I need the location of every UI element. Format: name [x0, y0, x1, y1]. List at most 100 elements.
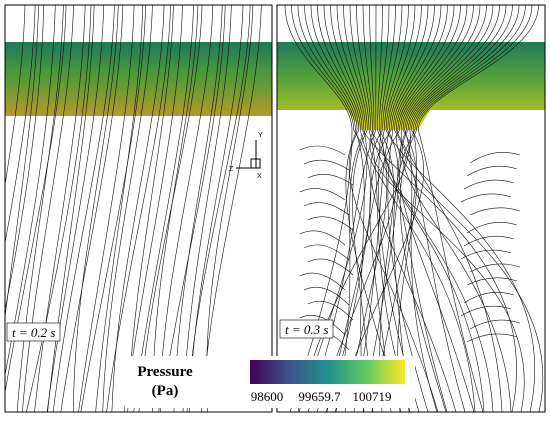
streamline — [46, 5, 105, 412]
streamline — [393, 5, 526, 412]
streamline — [466, 222, 518, 234]
time-label-box — [279, 319, 334, 339]
streamline — [159, 5, 226, 412]
colorbar-tick-label: 98600 — [251, 389, 284, 404]
colorbar-tick-label: 100719 — [353, 389, 392, 404]
colorbar-unit: (Pa) — [152, 383, 179, 399]
time-label-box — [6, 322, 61, 342]
streamline — [317, 5, 476, 412]
axes-triad — [236, 140, 261, 169]
streamline — [344, 5, 388, 412]
streamline — [106, 5, 171, 412]
streamline — [307, 173, 354, 186]
streamline — [299, 230, 346, 246]
streamline — [323, 5, 517, 412]
streamline — [316, 5, 422, 412]
streamline — [284, 5, 353, 412]
streamlines — [5, 5, 262, 412]
streamline — [299, 188, 346, 201]
axis-label: Y — [258, 132, 263, 139]
streamline — [5, 5, 45, 312]
streamline — [325, 5, 468, 412]
flow-band — [5, 42, 272, 116]
axis-label: X — [257, 173, 262, 180]
streamline — [133, 5, 194, 412]
streamline — [369, 5, 525, 412]
streamline — [60, 5, 124, 412]
streamline — [5, 5, 36, 245]
streamline — [34, 5, 86, 412]
streamline — [466, 165, 518, 177]
streamline — [298, 5, 368, 412]
streamline — [307, 258, 354, 276]
colorbar-tick-label: 99659.7 — [298, 389, 341, 404]
streamline — [182, 5, 232, 412]
streamline — [385, 5, 536, 412]
streamline — [102, 5, 153, 412]
streamline — [201, 5, 262, 412]
streamline — [186, 5, 251, 412]
axis-label: Z — [229, 166, 234, 173]
streamline — [463, 292, 515, 304]
streamline — [5, 5, 26, 188]
streamline — [307, 300, 354, 321]
streamline — [469, 319, 521, 330]
flow-band — [277, 42, 545, 130]
streamline — [5, 5, 39, 319]
streamline — [173, 5, 223, 412]
streamline — [299, 145, 346, 156]
streamline — [356, 5, 448, 412]
streamline — [303, 159, 350, 171]
time-label: t = 0.3 s — [285, 322, 328, 337]
streamline — [404, 5, 487, 412]
streamline — [188, 5, 244, 412]
streamlines — [284, 5, 544, 412]
streamline — [80, 5, 146, 412]
streamline — [72, 5, 119, 412]
streamline — [398, 5, 494, 412]
streamline — [460, 193, 512, 203]
time-label: t = 0.2 s — [12, 325, 55, 340]
streamline — [26, 5, 92, 412]
streamline — [466, 277, 518, 286]
streamline — [463, 235, 515, 247]
streamline — [152, 5, 199, 412]
streamline — [353, 5, 429, 412]
streamline — [5, 5, 56, 377]
streamline — [206, 5, 254, 412]
streamline — [382, 5, 494, 412]
streamline — [22, 5, 74, 412]
streamline — [5, 5, 67, 395]
streamline — [362, 5, 474, 412]
streamline — [460, 305, 512, 317]
streamline — [299, 272, 346, 291]
streamline — [123, 5, 183, 412]
streamline — [369, 5, 435, 412]
streamline — [303, 286, 350, 306]
streamline — [303, 202, 350, 216]
streamline — [463, 179, 515, 190]
streamline — [469, 207, 521, 216]
streamline — [304, 5, 402, 412]
colorbar-title: Pressure — [137, 364, 193, 380]
streamline — [303, 244, 350, 261]
streamline — [460, 249, 512, 260]
streamline — [307, 5, 377, 412]
streamline — [299, 315, 346, 336]
streamline — [52, 5, 115, 412]
panel-frame — [276, 4, 546, 413]
streamline — [297, 5, 365, 412]
streamline — [127, 5, 174, 412]
streamline — [307, 216, 354, 231]
streamline — [370, 5, 457, 412]
streamline — [399, 5, 533, 412]
streamline — [343, 5, 374, 412]
panel-frame — [4, 4, 273, 413]
streamline — [396, 5, 544, 412]
streamline — [16, 5, 64, 412]
streamline — [47, 5, 95, 412]
streamline — [469, 263, 521, 273]
streamline — [469, 152, 521, 164]
streamline — [78, 5, 135, 412]
